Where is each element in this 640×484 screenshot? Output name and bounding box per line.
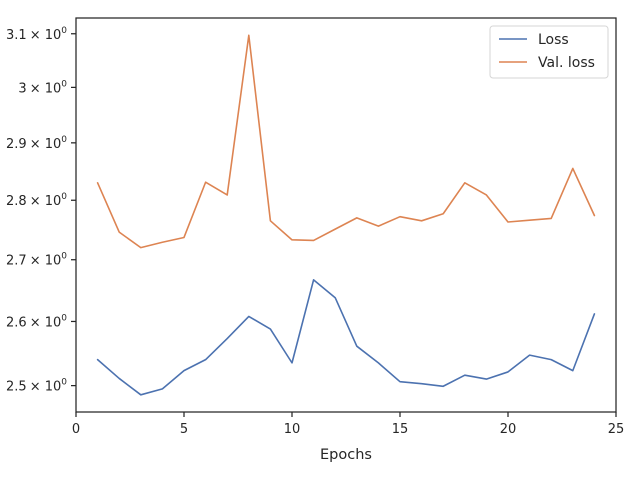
y-tick-base: × 10 [30,81,62,96]
legend: Loss Val. loss [489,25,609,79]
data-point-0-19 [507,371,508,372]
x-tick-label: 10 [284,422,301,437]
x-tick-label: 25 [608,422,625,437]
data-point-1-2 [140,247,141,248]
y-tick-base: × 10 [30,137,62,152]
data-point-0-7 [248,316,249,317]
data-point-0-23 [594,313,595,314]
data-point-1-23 [594,215,595,216]
data-point-0-5 [205,359,206,360]
data-point-0-13 [378,362,379,363]
plot-area-frame [75,17,617,413]
y-tick-mantissa: 3 [18,81,26,96]
data-point-0-21 [551,359,552,360]
data-point-0-18 [486,378,487,379]
x-tick-label: 20 [500,422,517,437]
legend-label-1: Val. loss [538,55,595,71]
y-tick-exponent: 0 [61,79,67,89]
data-point-1-10 [313,240,314,241]
data-point-1-5 [205,182,206,183]
y-tick-label: 2.7 × 100 [6,252,67,269]
data-point-1-9 [291,239,292,240]
series-lines [96,34,596,396]
data-point-1-19 [507,221,508,222]
y-tick-exponent: 0 [61,252,67,262]
y-tick-exponent: 0 [61,26,67,36]
y-tick-exponent: 0 [61,135,67,145]
y-tick-label: 2.5 × 100 [6,378,67,395]
data-point-1-13 [378,226,379,227]
y-tick-mantissa: 2.8 [6,194,27,209]
data-point-1-6 [227,194,228,195]
data-point-0-15 [421,383,422,384]
data-point-1-17 [464,182,465,183]
x-tick-label: 5 [180,422,188,437]
data-point-1-22 [572,168,573,169]
y-tick-mantissa: 2.7 [6,254,27,269]
data-point-0-9 [291,362,292,363]
data-point-0-3 [162,388,163,389]
data-point-1-8 [270,220,271,221]
data-point-1-4 [183,237,184,238]
data-point-0-12 [356,346,357,347]
data-point-0-17 [464,375,465,376]
y-tick-exponent: 0 [61,378,67,388]
y-tick-label: 2.8 × 100 [6,192,67,209]
data-point-0-1 [119,378,120,379]
data-point-1-21 [551,218,552,219]
y-tick-base: × 10 [30,194,62,209]
y-tick-base: × 10 [30,380,62,395]
y-tick-label: 3 × 100 [18,79,67,96]
data-point-0-16 [443,386,444,387]
data-point-1-7 [248,35,249,36]
data-point-0-10 [313,279,314,280]
y-tick-label: 2.6 × 100 [6,313,67,330]
y-tick-mantissa: 2.6 [6,315,27,330]
data-point-0-4 [183,370,184,371]
data-point-1-18 [486,194,487,195]
y-tick-label: 3.1 × 100 [6,26,67,43]
data-point-0-11 [335,297,336,298]
data-point-1-0 [97,182,98,183]
y-tick-label: 2.9 × 100 [6,135,67,152]
data-point-0-6 [227,338,228,339]
y-tick-exponent: 0 [61,313,67,323]
series-line-0 [96,279,596,396]
x-axis-label: Epochs [320,447,372,463]
data-point-1-15 [421,220,422,221]
data-point-1-11 [335,229,336,230]
data-point-1-1 [119,232,120,233]
y-tick-mantissa: 2.9 [6,137,27,152]
data-point-0-20 [529,355,530,356]
series-line-1 [96,34,596,249]
x-tick-label: 15 [392,422,409,437]
y-tick-base: × 10 [30,28,62,43]
y-tick-base: × 10 [30,254,62,269]
y-tick-mantissa: 2.5 [6,380,27,395]
data-point-0-0 [97,359,98,360]
data-point-1-14 [399,216,400,217]
data-point-1-12 [356,217,357,218]
x-axis-ticks: 0 5 10 15 20 25 [72,412,624,437]
x-tick-label: 0 [72,422,80,437]
y-tick-mantissa: 3.1 [6,28,27,43]
data-point-0-22 [572,370,573,371]
y-tick-base: × 10 [30,315,62,330]
data-point-0-2 [140,394,141,395]
data-point-0-14 [399,381,400,382]
legend-label-0: Loss [538,32,569,48]
data-point-1-20 [529,220,530,221]
data-point-0-8 [270,328,271,329]
y-tick-exponent: 0 [61,192,67,202]
data-point-1-16 [443,213,444,214]
data-point-1-3 [162,242,163,243]
